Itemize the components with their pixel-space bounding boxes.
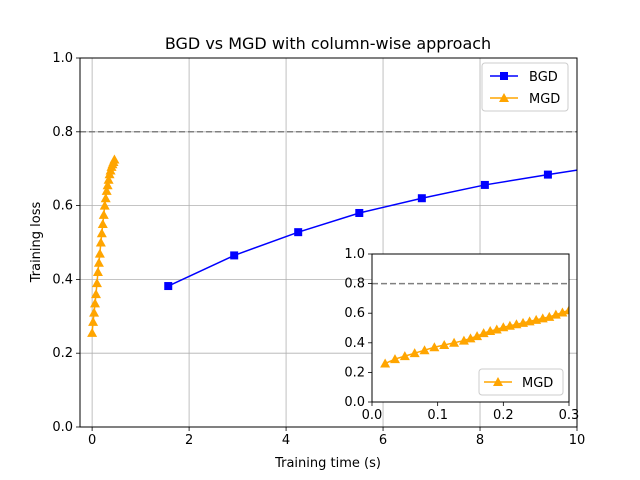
main-axes-frame (79, 57, 578, 428)
data-point-bgd (480, 180, 489, 189)
main-chart: 0 2 4 6 8 10 0.0 0.2 0.4 0.6 0.8 1.0 BGD vs MGD wit… (29, 34, 585, 471)
data-point-mgd (99, 200, 110, 210)
y-tick-label: 0.8 (344, 277, 365, 292)
data-point-mgd (399, 351, 410, 361)
main-ticks: 0 2 4 6 8 10 0.0 0.2 0.4 0.6 0.8 1.0 (52, 51, 585, 448)
data-point-mgd (472, 331, 483, 341)
x-tick-label: 8 (476, 433, 484, 448)
main-legend: BGD MGD (481, 62, 569, 112)
inset-plot-area (380, 305, 569, 368)
y-tick-label: 1.0 (344, 247, 365, 262)
data-point-mgd (380, 358, 391, 368)
legend-mgd-marker (499, 93, 509, 102)
data-point-mgd (419, 345, 430, 355)
inset-legend-mgd-marker (493, 377, 503, 386)
y-axis-label: Training loss (29, 202, 44, 284)
data-point-mgd (564, 305, 569, 315)
chart-title: BGD vs MGD with column-wise approach (165, 34, 491, 53)
y-tick-label: 0.2 (52, 346, 73, 361)
inset-legend-box (478, 368, 564, 396)
inset-axes-frame (371, 253, 570, 403)
data-point-mgd (102, 180, 113, 190)
data-point-mgd (100, 193, 111, 203)
x-tick-label: 0.3 (559, 408, 580, 423)
data-point-mgd (429, 342, 440, 352)
data-point-mgd (91, 289, 102, 299)
y-tick-label: 0.0 (344, 395, 365, 410)
data-point-mgd (98, 209, 109, 219)
data-point-bgd (164, 282, 173, 291)
data-point-mgd (96, 228, 107, 238)
data-point-mgd (409, 348, 420, 358)
data-point-mgd (88, 316, 99, 326)
data-point-bgd (417, 194, 426, 203)
main-plot-area (87, 154, 577, 337)
y-tick-label: 0.4 (344, 336, 365, 351)
x-tick-label: 0.0 (362, 408, 383, 423)
data-point-mgd (89, 307, 100, 317)
x-tick-label: 4 (282, 433, 290, 448)
y-tick-label: 0.2 (344, 365, 365, 380)
data-point-bgd (294, 228, 303, 237)
x-tick-label: 2 (185, 433, 193, 448)
data-point-bgd (230, 251, 239, 260)
y-tick-label: 0.4 (52, 272, 73, 287)
y-tick-label: 0.6 (344, 306, 365, 321)
x-tick-label: 0.2 (493, 408, 514, 423)
y-tick-label: 0.8 (52, 125, 73, 140)
x-tick-label: 0 (88, 433, 96, 448)
inset-chart: 0.0 0.1 0.2 0.3 0.0 0.2 0.4 0.6 0.8 1.0 MGD (344, 247, 579, 423)
data-point-mgd (91, 278, 102, 288)
series-group (87, 154, 577, 337)
series-line-bgd (167, 169, 577, 287)
y-tick-label: 1.0 (52, 51, 73, 66)
legend-bgd-label: BGD (529, 70, 558, 85)
data-point-mgd (103, 174, 114, 184)
data-point-mgd (95, 237, 106, 247)
data-point-mgd (97, 219, 108, 229)
data-point-mgd (389, 354, 400, 364)
x-tick-label: 10 (569, 433, 586, 448)
x-axis-label: Training time (s) (274, 456, 381, 471)
data-point-mgd (90, 298, 101, 308)
inset-legend-mgd-label: MGD (522, 376, 553, 391)
data-point-bgd (355, 208, 364, 217)
data-point-mgd (101, 185, 112, 195)
data-point-bgd (543, 170, 552, 179)
data-point-mgd (449, 337, 460, 347)
x-tick-label: 0.1 (427, 408, 448, 423)
inset-legend: MGD (478, 368, 564, 396)
data-point-mgd (439, 340, 450, 350)
y-tick-label: 0.6 (52, 199, 73, 214)
data-point-mgd (87, 327, 98, 337)
data-point-mgd (92, 267, 103, 277)
data-point-mgd (94, 248, 105, 258)
legend-mgd-label: MGD (529, 92, 560, 107)
inset-ticks: 0.0 0.1 0.2 0.3 0.0 0.2 0.4 0.6 0.8 1.0 (344, 247, 579, 423)
data-point-mgd (109, 154, 120, 164)
series-group (380, 305, 569, 368)
x-tick-label: 6 (379, 433, 387, 448)
data-point-mgd (93, 257, 104, 267)
legend-bgd-marker (500, 72, 508, 80)
y-tick-label: 0.0 (52, 420, 73, 435)
